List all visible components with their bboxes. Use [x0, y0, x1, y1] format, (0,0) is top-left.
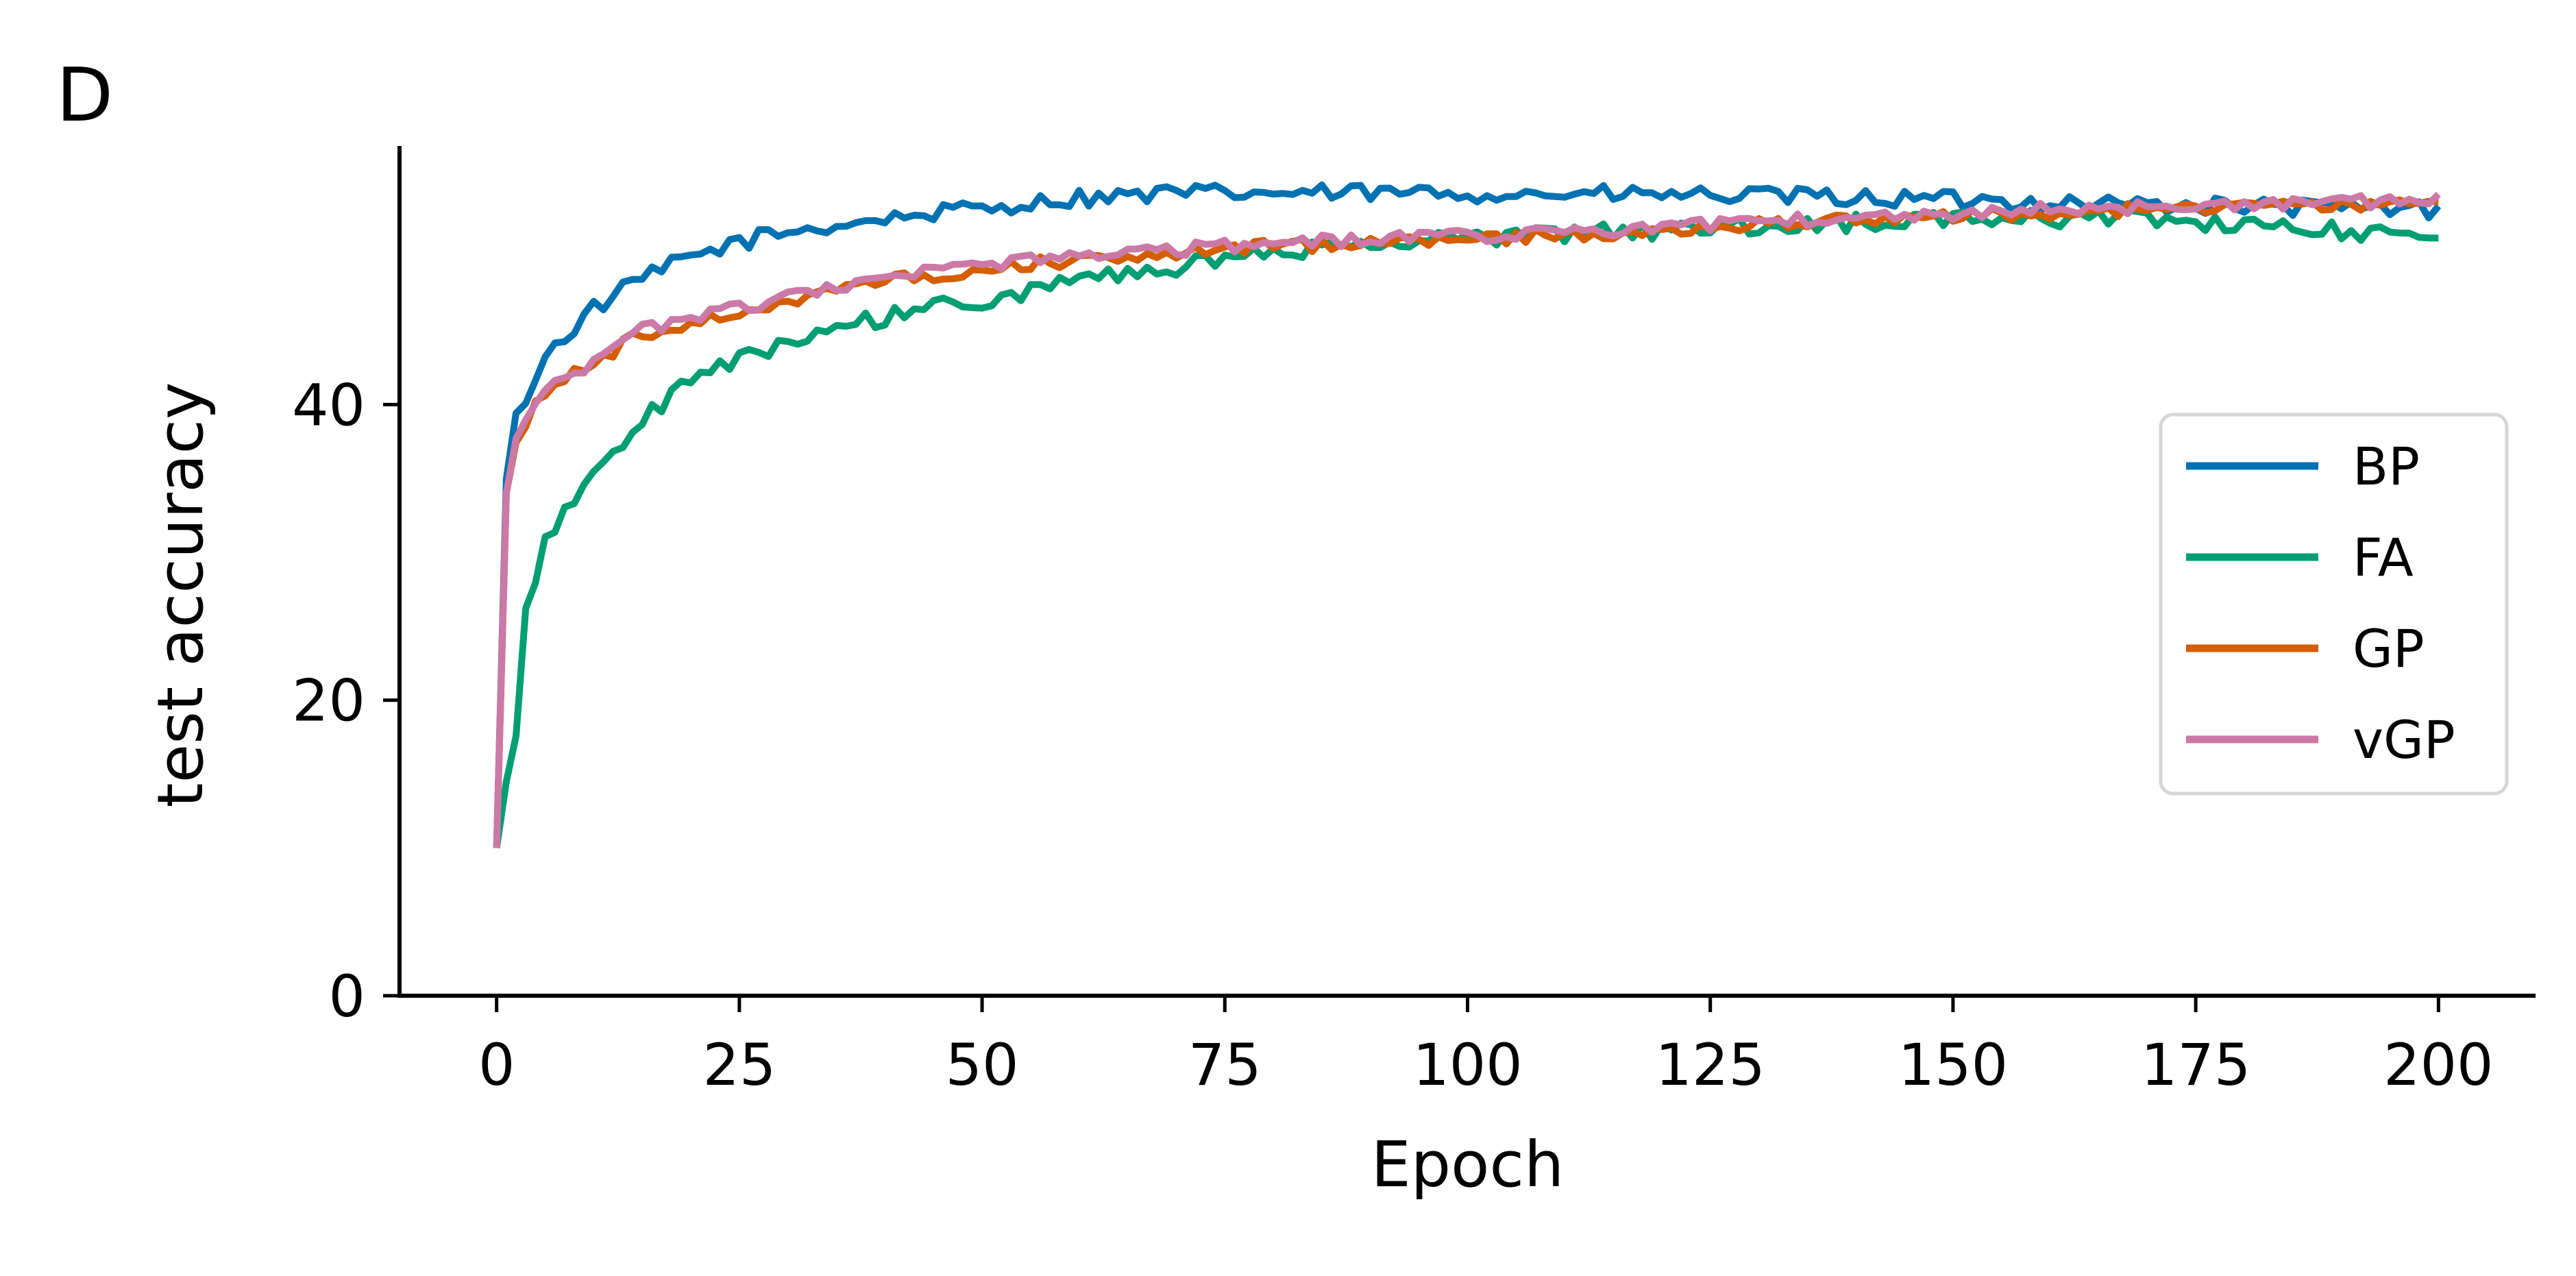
x-tick-label: 75 — [1188, 1031, 1262, 1099]
x-axis-ticks: 0 25 50 75 100 125 150 175 200 — [478, 996, 2493, 1099]
y-axis-ticks: 0 20 40 — [292, 371, 400, 1030]
x-tick-label: 175 — [2141, 1031, 2250, 1099]
legend: BP FA GP vGP — [2159, 413, 2509, 796]
series-line-vgp — [493, 191, 2441, 848]
legend-label-gp: GP — [2353, 618, 2425, 679]
x-tick-label: 0 — [478, 1031, 515, 1099]
legend-label-vgp: vGP — [2353, 709, 2455, 770]
series-line-gp — [493, 196, 2439, 848]
y-tick-label: 20 — [292, 667, 365, 735]
x-tick-label: 150 — [1898, 1031, 2008, 1099]
series-line-fa — [493, 206, 2439, 849]
panel-label: D — [56, 53, 113, 138]
x-axis-label: Epoch — [1371, 1128, 1565, 1201]
legend-frame — [2159, 413, 2509, 796]
x-tick-label: 100 — [1412, 1031, 1522, 1099]
y-axis-label: test accuracy — [144, 382, 217, 808]
legend-label-fa: FA — [2353, 527, 2414, 588]
x-tick-label: 25 — [702, 1031, 776, 1099]
legend-label-bp: BP — [2353, 436, 2420, 497]
y-tick-label: 40 — [292, 371, 365, 439]
x-tick-label: 50 — [946, 1031, 1019, 1099]
plot-area — [493, 181, 2442, 849]
x-tick-label: 125 — [1656, 1031, 1765, 1099]
x-tick-label: 200 — [2383, 1031, 2493, 1099]
series-line-bp — [493, 181, 2442, 848]
y-tick-label: 0 — [329, 963, 365, 1030]
